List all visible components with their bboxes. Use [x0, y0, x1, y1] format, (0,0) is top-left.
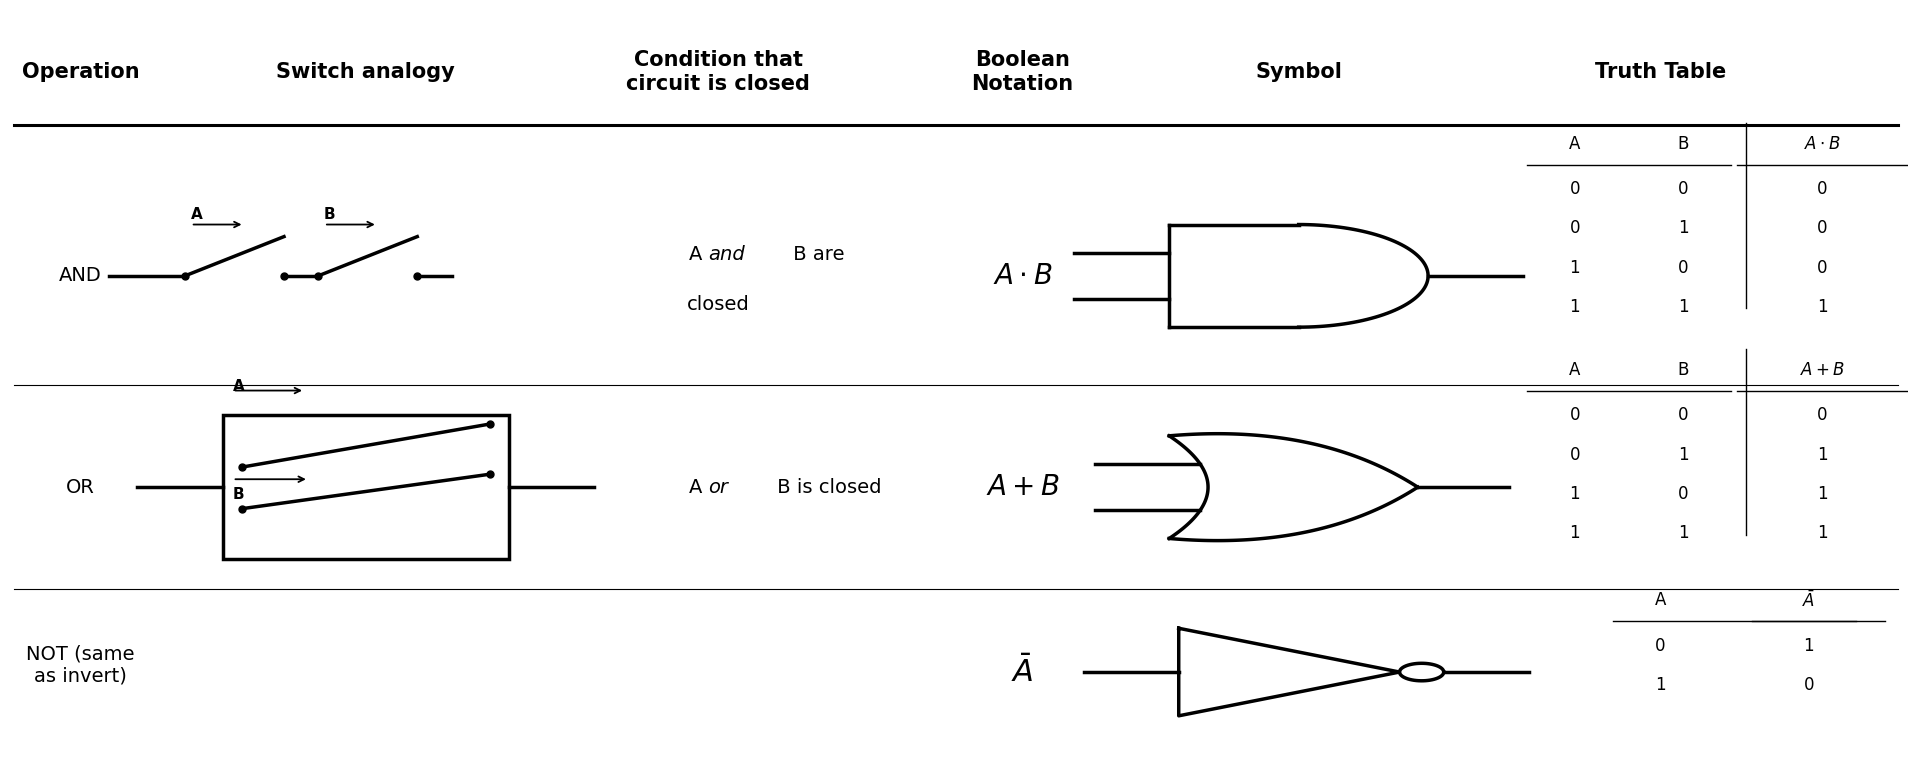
Text: and: and — [709, 245, 746, 264]
Text: 1: 1 — [1656, 676, 1665, 694]
Text: A: A — [233, 379, 245, 394]
Text: 0: 0 — [1816, 259, 1828, 276]
Text: $\bar{A}$: $\bar{A}$ — [1803, 590, 1814, 610]
Text: closed: closed — [686, 295, 750, 314]
Text: 1: 1 — [1679, 219, 1688, 237]
Text: $A + B$: $A + B$ — [1799, 361, 1845, 379]
Text: 0: 0 — [1816, 219, 1828, 237]
Text: 0: 0 — [1816, 407, 1828, 424]
Text: A: A — [191, 207, 203, 221]
Text: NOT (same
as invert): NOT (same as invert) — [27, 644, 134, 685]
Text: B: B — [1677, 135, 1688, 153]
Text: B are: B are — [786, 245, 843, 264]
Text: $\bar{A}$: $\bar{A}$ — [1011, 656, 1034, 688]
Text: Boolean
Notation: Boolean Notation — [971, 50, 1075, 94]
Text: 0: 0 — [1570, 219, 1579, 237]
Text: Truth Table: Truth Table — [1595, 62, 1727, 82]
Text: 1: 1 — [1816, 446, 1828, 464]
Text: Operation: Operation — [21, 62, 140, 82]
Text: 1: 1 — [1816, 298, 1828, 316]
Text: 1: 1 — [1803, 636, 1814, 655]
Text: or: or — [709, 478, 728, 497]
Text: B: B — [323, 207, 337, 221]
Text: OR: OR — [65, 478, 96, 497]
Text: Switch analogy: Switch analogy — [277, 62, 455, 82]
Text: $A \cdot B$: $A \cdot B$ — [1803, 135, 1841, 153]
Text: 0: 0 — [1679, 485, 1688, 503]
Text: 1: 1 — [1570, 259, 1579, 276]
Text: A: A — [1570, 135, 1581, 153]
Text: A: A — [1654, 591, 1665, 610]
Text: A: A — [688, 478, 709, 497]
Text: 0: 0 — [1570, 407, 1579, 424]
Text: B: B — [233, 487, 245, 502]
Text: $A + B$: $A + B$ — [987, 473, 1059, 501]
Text: 1: 1 — [1679, 298, 1688, 316]
Text: A: A — [1570, 361, 1581, 379]
Text: Symbol: Symbol — [1254, 62, 1342, 82]
Text: 0: 0 — [1679, 259, 1688, 276]
Text: B: B — [1677, 361, 1688, 379]
Text: 1: 1 — [1816, 524, 1828, 542]
Text: 1: 1 — [1679, 524, 1688, 542]
Text: 1: 1 — [1570, 524, 1579, 542]
Text: Condition that
circuit is closed: Condition that circuit is closed — [625, 50, 811, 94]
Text: $A \cdot B$: $A \cdot B$ — [992, 262, 1052, 290]
Text: 0: 0 — [1656, 636, 1665, 655]
Text: AND: AND — [59, 266, 101, 285]
Text: 0: 0 — [1679, 180, 1688, 198]
Bar — [224, 416, 509, 559]
Text: 0: 0 — [1803, 676, 1814, 694]
Text: 0: 0 — [1816, 180, 1828, 198]
Text: 1: 1 — [1679, 446, 1688, 464]
Text: 1: 1 — [1570, 298, 1579, 316]
Text: 1: 1 — [1570, 485, 1579, 503]
Text: A: A — [688, 245, 709, 264]
Text: 0: 0 — [1570, 446, 1579, 464]
Text: 0: 0 — [1570, 180, 1579, 198]
Text: 0: 0 — [1679, 407, 1688, 424]
Text: B is closed: B is closed — [771, 478, 881, 497]
Text: 1: 1 — [1816, 485, 1828, 503]
